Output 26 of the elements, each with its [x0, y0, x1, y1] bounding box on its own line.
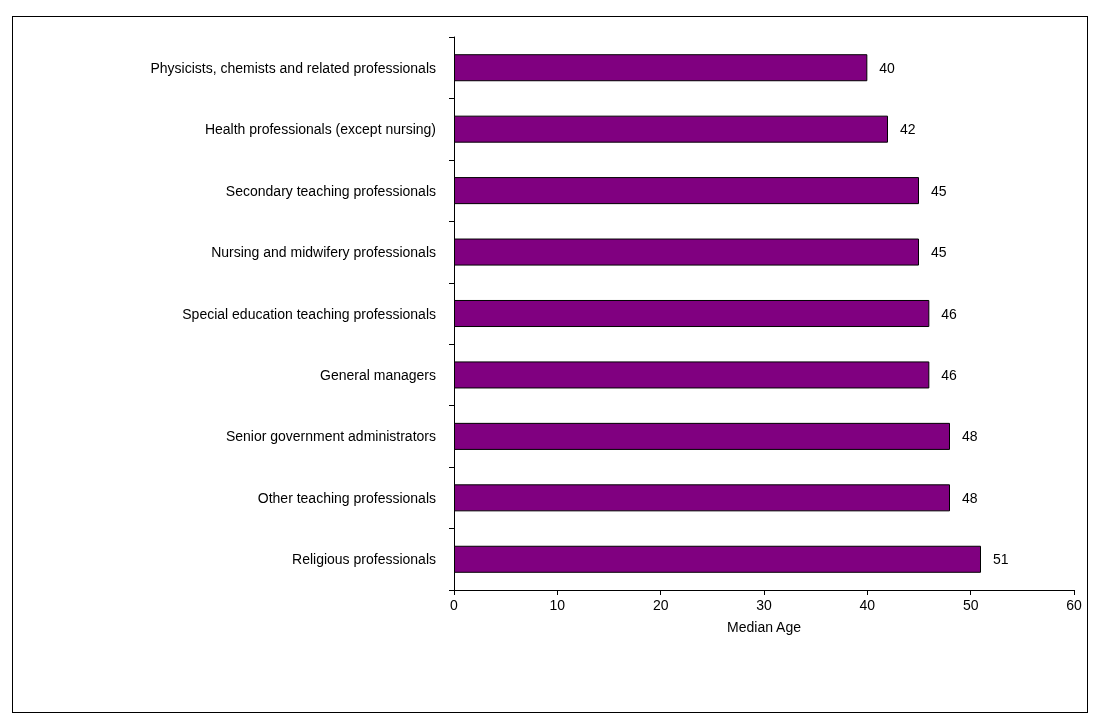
y-tick-label: Nursing and midwifery professionals [211, 244, 436, 261]
y-tick-label: Special education teaching professionals [182, 305, 436, 322]
data-label: 46 [941, 366, 958, 383]
y-tick-label: Religious professionals [292, 551, 436, 568]
data-label: 40 [879, 59, 896, 76]
x-tick-label: 30 [756, 597, 772, 613]
x-tick-label: 20 [652, 597, 669, 613]
y-tick-label: Health professionals (except nursing) [204, 121, 436, 138]
data-label: 48 [962, 428, 978, 445]
x-tick-label: 10 [549, 597, 566, 613]
y-tick-label: General managers [320, 366, 436, 383]
y-tick-label: Physicists, chemists and related professionals [150, 59, 436, 76]
y-tick-label: Secondary teaching professionals [225, 182, 436, 199]
data-label: 45 [931, 182, 947, 199]
data-label: 42 [900, 121, 916, 138]
x-tick-label: 50 [962, 597, 979, 613]
data-label: 45 [931, 244, 947, 261]
data-label: 48 [962, 489, 978, 506]
x-tick-label: 60 [1066, 597, 1082, 613]
y-tick-label: Senior government administrators [225, 428, 436, 445]
x-tick-label: 0 [450, 597, 459, 613]
x-axis-title: Median Age [727, 619, 802, 635]
data-label: 46 [941, 305, 958, 322]
y-tick-label: Other teaching professionals [257, 489, 436, 506]
x-tick-label: 40 [859, 597, 876, 613]
data-label: 51 [993, 551, 1009, 568]
